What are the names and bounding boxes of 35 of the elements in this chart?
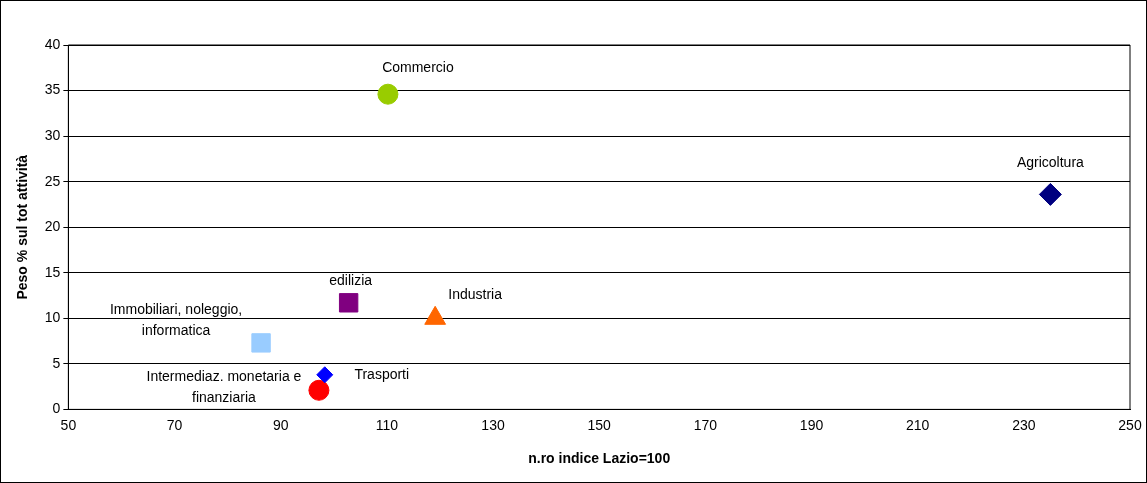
- y-tick-label: 5: [52, 354, 61, 371]
- x-tick-label: 70: [166, 416, 183, 433]
- y-tick-label: 30: [44, 126, 61, 143]
- point: [308, 379, 330, 401]
- series-label: Intermediaz. monetaria e finanziaria: [146, 367, 302, 405]
- x-tick-label: 90: [272, 416, 289, 433]
- y-tick-label: 40: [44, 35, 61, 52]
- point: [377, 83, 399, 105]
- y-tick-label: 10: [44, 309, 61, 326]
- series-label: Trasporti: [354, 365, 410, 382]
- series-label: edilizia: [329, 271, 373, 288]
- y-tick-label: 25: [44, 172, 61, 189]
- y-tick-label: 15: [44, 263, 61, 280]
- point: [338, 293, 359, 313]
- series-label: Agricoltura: [1016, 154, 1085, 171]
- y-tick-label: 20: [44, 218, 61, 235]
- y-tick-label: 35: [44, 81, 61, 98]
- y-tick-label: 0: [52, 400, 61, 417]
- point: [1038, 182, 1062, 206]
- x-axis-title: n.ro indice Lazio=100: [528, 450, 671, 467]
- y-axis-title: Peso % sul tot attività: [14, 154, 31, 300]
- x-tick-label: 190: [799, 416, 824, 433]
- x-tick-label: 130: [481, 416, 505, 433]
- x-tick-label: 170: [693, 416, 718, 433]
- series-label: Immobiliari, noleggio, informatica: [109, 301, 243, 339]
- point: [251, 333, 271, 353]
- x-tick-label: 230: [1012, 416, 1036, 433]
- x-tick-label: 250: [1118, 416, 1142, 433]
- series-label: Industria: [448, 286, 503, 303]
- x-tick-label: 210: [905, 416, 930, 433]
- x-tick-label: 50: [60, 416, 77, 433]
- series-label: Commercio: [382, 59, 454, 76]
- x-tick-label: 150: [587, 416, 612, 433]
- x-tick-label: 110: [375, 416, 399, 433]
- point: [316, 366, 334, 384]
